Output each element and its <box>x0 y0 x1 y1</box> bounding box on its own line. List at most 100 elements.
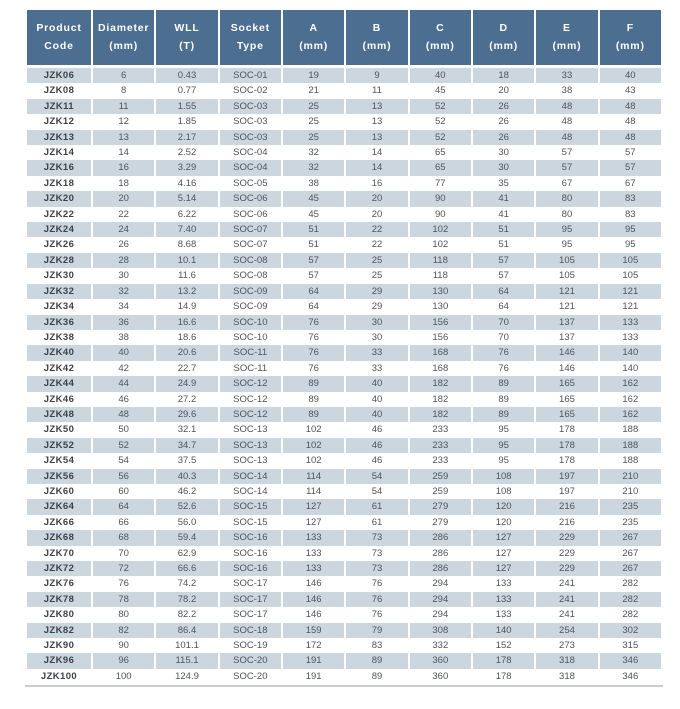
cell-socket-type: SOC-08 <box>219 252 281 269</box>
cell-a: 32 <box>282 145 345 161</box>
cell-e: 165 <box>536 406 598 423</box>
cell-a: 133 <box>282 545 345 561</box>
cell-wll: 62.9 <box>156 545 218 561</box>
column-header-e: E (mm) <box>536 10 598 68</box>
cell-wll: 78.2 <box>156 591 218 608</box>
cell-product-code: JZK96 <box>27 653 91 669</box>
cell-c: 259 <box>409 483 471 500</box>
cell-wll: 86.4 <box>156 622 218 639</box>
cell-d: 64 <box>472 283 535 300</box>
cell-e: 57 <box>536 145 598 161</box>
cell-e: 241 <box>536 576 598 592</box>
cell-wll: 34.7 <box>156 437 218 454</box>
cell-c: 279 <box>409 499 471 515</box>
cell-e: 67 <box>536 175 598 192</box>
cell-d: 120 <box>472 514 535 531</box>
cell-a: 102 <box>282 422 345 438</box>
cell-f: 133 <box>599 314 661 330</box>
cell-diameter: 40 <box>93 345 155 361</box>
cell-e: 137 <box>536 314 598 330</box>
cell-f: 346 <box>599 653 661 669</box>
cell-a: 57 <box>282 252 345 269</box>
cell-d: 95 <box>472 437 535 454</box>
cell-b: 76 <box>346 576 408 592</box>
cell-a: 191 <box>282 653 345 669</box>
cell-e: 57 <box>536 160 598 176</box>
cell-product-code: JZK16 <box>27 160 91 176</box>
cell-c: 286 <box>409 530 471 546</box>
cell-c: 286 <box>409 561 471 577</box>
cell-diameter: 54 <box>93 453 155 469</box>
cell-diameter: 12 <box>93 114 155 130</box>
cell-e: 105 <box>536 252 598 269</box>
cell-a: 64 <box>282 283 345 300</box>
cell-f: 235 <box>599 514 661 531</box>
cell-e: 241 <box>536 591 598 608</box>
cell-socket-type: SOC-17 <box>219 576 281 592</box>
cell-diameter: 96 <box>93 653 155 669</box>
cell-wll: 6.22 <box>156 206 218 223</box>
product-spec-table: Product Code Diameter (mm) WLL (T) Socket T… <box>25 10 663 685</box>
cell-d: 133 <box>472 576 535 592</box>
cell-socket-type: SOC-13 <box>219 453 281 469</box>
cell-f: 346 <box>599 668 661 685</box>
cell-b: 14 <box>346 145 408 161</box>
cell-d: 76 <box>472 360 535 377</box>
cell-e: 48 <box>536 114 598 130</box>
cell-diameter: 42 <box>93 360 155 377</box>
cell-wll: 115.1 <box>156 653 218 669</box>
cell-c: 156 <box>409 329 471 346</box>
cell-product-code: JZK12 <box>27 114 91 130</box>
cell-a: 114 <box>282 468 345 484</box>
cell-b: 73 <box>346 530 408 546</box>
cell-d: 108 <box>472 468 535 484</box>
cell-a: 32 <box>282 160 345 176</box>
cell-product-code: JZK26 <box>27 237 91 253</box>
cell-wll: 7.40 <box>156 222 218 238</box>
cell-c: 182 <box>409 406 471 423</box>
cell-f: 40 <box>599 68 661 84</box>
cell-c: 156 <box>409 314 471 330</box>
cell-c: 90 <box>409 206 471 223</box>
cell-wll: 10.1 <box>156 252 218 269</box>
table-body: JZK06 6 0.43 SOC-01 19 9 40 18 33 40 JZK08 8 0.77 SOC… <box>27 68 661 685</box>
cell-wll: 4.16 <box>156 175 218 192</box>
table-row: JZK76 76 74.2 SOC-17 146 76 294 133 241 282 <box>27 576 661 592</box>
cell-b: 22 <box>346 222 408 238</box>
cell-a: 51 <box>282 222 345 238</box>
cell-socket-type: SOC-10 <box>219 314 281 330</box>
cell-e: 165 <box>536 376 598 392</box>
cell-diameter: 68 <box>93 530 155 546</box>
cell-b: 13 <box>346 129 408 146</box>
cell-a: 191 <box>282 668 345 685</box>
cell-f: 57 <box>599 145 661 161</box>
cell-e: 121 <box>536 283 598 300</box>
cell-wll: 1.85 <box>156 114 218 130</box>
cell-d: 95 <box>472 422 535 438</box>
column-header-f: F (mm) <box>599 10 661 68</box>
column-header-d: D (mm) <box>472 10 535 68</box>
cell-b: 61 <box>346 499 408 515</box>
column-header-socket-type: Socket Type <box>219 10 281 68</box>
cell-diameter: 46 <box>93 391 155 407</box>
cell-b: 83 <box>346 638 408 654</box>
table-row: JZK70 70 62.9 SOC-16 133 73 286 127 229 267 <box>27 545 661 561</box>
cell-e: 33 <box>536 68 598 84</box>
cell-b: 22 <box>346 237 408 253</box>
cell-d: 89 <box>472 391 535 407</box>
cell-e: 197 <box>536 483 598 500</box>
cell-wll: 18.6 <box>156 329 218 346</box>
cell-diameter: 36 <box>93 314 155 330</box>
cell-f: 162 <box>599 406 661 423</box>
cell-d: 127 <box>472 530 535 546</box>
cell-product-code: JZK68 <box>27 530 91 546</box>
cell-socket-type: SOC-04 <box>219 145 281 161</box>
cell-diameter: 60 <box>93 483 155 500</box>
cell-a: 45 <box>282 206 345 223</box>
cell-e: 165 <box>536 391 598 407</box>
cell-b: 46 <box>346 422 408 438</box>
cell-socket-type: SOC-17 <box>219 591 281 608</box>
cell-e: 95 <box>536 237 598 253</box>
cell-wll: 66.6 <box>156 561 218 577</box>
header-row: Product Code Diameter (mm) WLL (T) Socket T… <box>27 10 661 68</box>
